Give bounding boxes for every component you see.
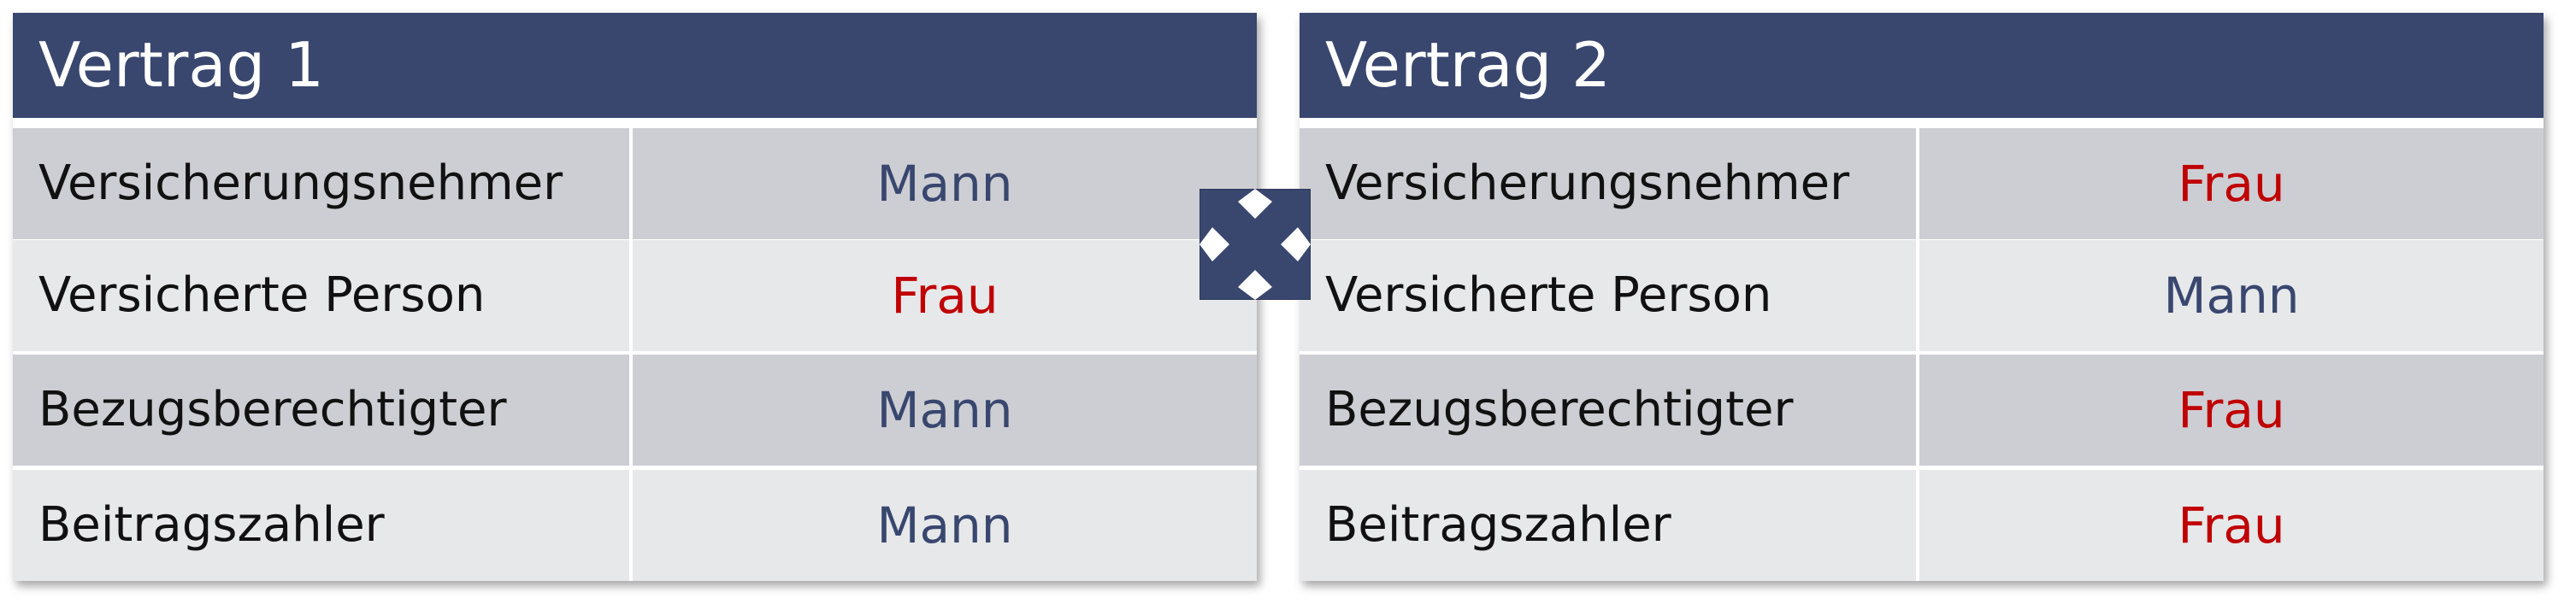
table-row: Versicherte Person Frau [13, 240, 1257, 351]
table-row: Beitragszahler Frau [1300, 470, 2544, 581]
role-value: Frau [2178, 496, 2285, 554]
role-value: Frau [2178, 155, 2285, 213]
role-label: Versicherungsnehmer [13, 128, 633, 239]
contract-table-1: Vertrag 1 Versicherungsnehmer Mann Versi… [13, 13, 1257, 581]
role-label: Beitragszahler [1300, 470, 1919, 581]
table-row: Bezugsberechtigter Mann [13, 355, 1257, 466]
table-row: Beitragszahler Mann [13, 470, 1257, 581]
contract-table-2: Vertrag 2 Versicherungsnehmer Frau Versi… [1300, 13, 2544, 581]
role-label: Versicherte Person [13, 240, 633, 351]
role-value: Mann [876, 381, 1013, 439]
contract-title: Vertrag 2 [1300, 13, 2544, 118]
contract-title: Vertrag 1 [13, 13, 1257, 118]
role-label: Versicherungsnehmer [1300, 128, 1919, 239]
swap-arrows-icon [1200, 189, 1311, 300]
role-label: Bezugsberechtigter [1300, 355, 1919, 466]
role-value: Frau [891, 267, 999, 325]
role-value: Frau [2178, 381, 2285, 439]
role-value: Mann [876, 496, 1013, 554]
role-value: Mann [2163, 267, 2300, 325]
role-label: Bezugsberechtigter [13, 355, 633, 466]
table-row: Bezugsberechtigter Frau [1300, 355, 2544, 466]
role-label: Versicherte Person [1300, 240, 1919, 351]
table-row: Versicherungsnehmer Frau [1300, 128, 2544, 239]
role-label: Beitragszahler [13, 470, 633, 581]
table-row: Versicherte Person Mann [1300, 240, 2544, 351]
table-row: Versicherungsnehmer Mann [13, 128, 1257, 239]
role-value: Mann [876, 155, 1013, 213]
